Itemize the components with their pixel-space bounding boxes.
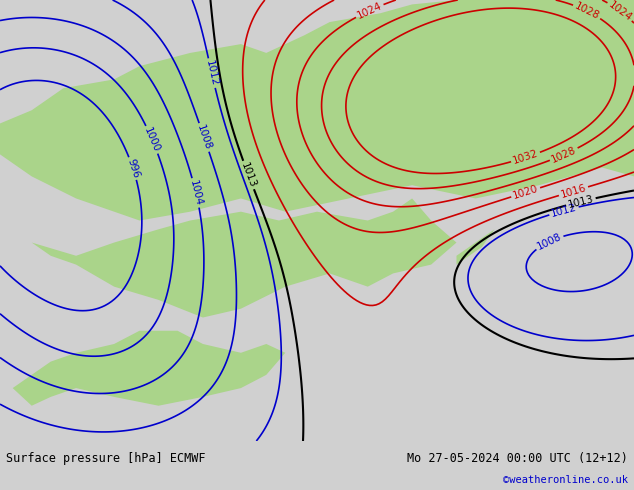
Text: 1016: 1016 [559,183,588,200]
Text: ©weatheronline.co.uk: ©weatheronline.co.uk [503,475,628,485]
Text: 1013: 1013 [567,194,595,210]
Text: 1024: 1024 [607,0,634,23]
Text: 1013: 1013 [239,161,258,189]
Text: 1020: 1020 [512,184,540,201]
Text: 1012: 1012 [550,202,578,219]
Text: 1024: 1024 [356,0,384,21]
Text: 1028: 1028 [550,145,578,165]
Text: 1004: 1004 [188,179,204,207]
Text: 1008: 1008 [195,123,213,151]
Text: 1008: 1008 [535,231,563,252]
Text: 1012: 1012 [204,59,219,87]
Text: Surface pressure [hPa] ECMWF: Surface pressure [hPa] ECMWF [6,452,206,465]
Text: 996: 996 [125,157,141,179]
Text: 1028: 1028 [573,1,601,22]
Text: 1000: 1000 [143,125,162,153]
Text: 1032: 1032 [512,148,540,166]
Text: Mo 27-05-2024 00:00 UTC (12+12): Mo 27-05-2024 00:00 UTC (12+12) [407,452,628,465]
